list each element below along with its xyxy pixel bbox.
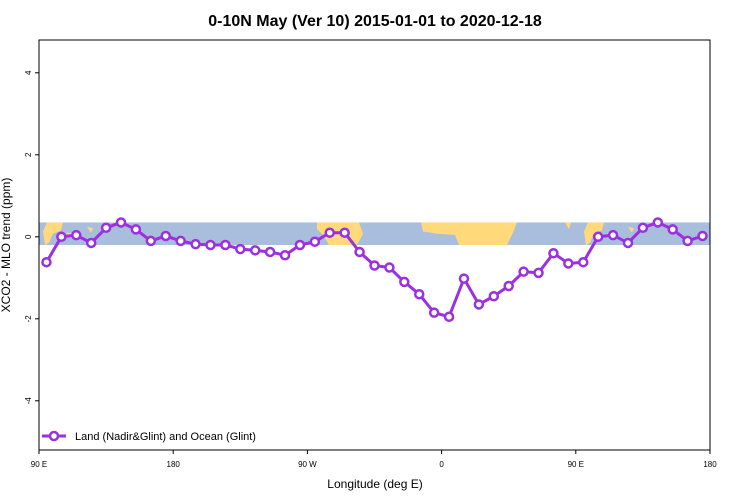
data-point <box>458 273 470 284</box>
data-point <box>71 229 82 241</box>
data-point <box>175 235 186 247</box>
legend: Land (Nadir&Glint) and Ocean (Glint) <box>42 430 256 443</box>
data-point <box>384 262 395 273</box>
x-tick-label: 0 <box>439 460 444 469</box>
y-tick-label: -4 <box>24 397 33 405</box>
data-point <box>324 227 336 238</box>
data-point <box>41 256 52 268</box>
data-point <box>235 243 246 255</box>
x-tick-label: 180 <box>167 460 181 469</box>
data-point <box>578 256 589 268</box>
land-shape <box>43 222 63 245</box>
chart-title: 0-10N May (Ver 10) 2015-01-01 to 2020-12… <box>208 13 542 30</box>
data-point <box>354 246 365 258</box>
data-point <box>399 276 410 288</box>
data-point <box>145 235 157 247</box>
data-point <box>249 245 261 256</box>
data-point <box>100 222 112 234</box>
data-point <box>607 229 619 241</box>
data-point <box>413 288 425 300</box>
data-point <box>160 230 171 242</box>
y-tick-label: 2 <box>24 152 33 157</box>
data-point <box>220 239 231 251</box>
series-group <box>41 217 708 322</box>
data-point <box>622 237 634 249</box>
land-shape <box>565 222 571 230</box>
y-axis-ticks: -4 -2 0 2 4 <box>24 70 39 404</box>
data-point <box>205 239 216 251</box>
ocean-band <box>39 222 710 245</box>
y-axis-label: XCO2 - MLO trend (ppm) <box>0 178 13 313</box>
x-tick-label: 90 E <box>568 460 584 469</box>
data-point <box>115 217 127 228</box>
x-tick-label: 90 W <box>298 460 317 469</box>
data-point <box>697 230 708 242</box>
data-point <box>56 231 67 243</box>
data-point <box>130 224 142 235</box>
data-point <box>279 250 291 261</box>
data-point <box>518 266 529 277</box>
data-point <box>369 260 380 271</box>
data-point <box>190 238 201 250</box>
land-shape <box>421 222 517 245</box>
x-axis-ticks: 90 E 180 90 W 0 90 E 180 <box>31 450 717 469</box>
land-shape <box>628 226 634 233</box>
data-point <box>294 239 306 251</box>
data-point <box>548 247 559 259</box>
data-point <box>667 224 678 235</box>
data-point <box>488 291 500 302</box>
data-point <box>503 280 514 292</box>
data-point <box>339 227 350 238</box>
x-axis-label: Longitude (deg E) <box>327 477 422 491</box>
x-tick-label: 180 <box>703 460 717 469</box>
y-tick-label: 4 <box>24 70 33 75</box>
data-point <box>443 311 455 322</box>
legend-marker <box>48 430 60 442</box>
data-point <box>592 231 604 243</box>
data-point <box>85 237 97 249</box>
x-tick-label: 90 E <box>31 460 47 469</box>
y-tick-label: -2 <box>24 315 33 323</box>
data-point <box>428 307 440 318</box>
data-point <box>637 222 649 234</box>
data-point <box>563 258 574 269</box>
data-point <box>473 299 485 310</box>
data-point <box>533 267 544 279</box>
land-shape <box>87 226 93 233</box>
y-tick-label: 0 <box>24 234 33 239</box>
legend-label: Land (Nadir&Glint) and Ocean (Glint) <box>75 431 256 443</box>
data-point <box>682 235 693 247</box>
data-point <box>652 217 664 228</box>
plot-frame <box>38 39 711 451</box>
data-point <box>309 236 321 247</box>
data-point <box>264 246 276 258</box>
